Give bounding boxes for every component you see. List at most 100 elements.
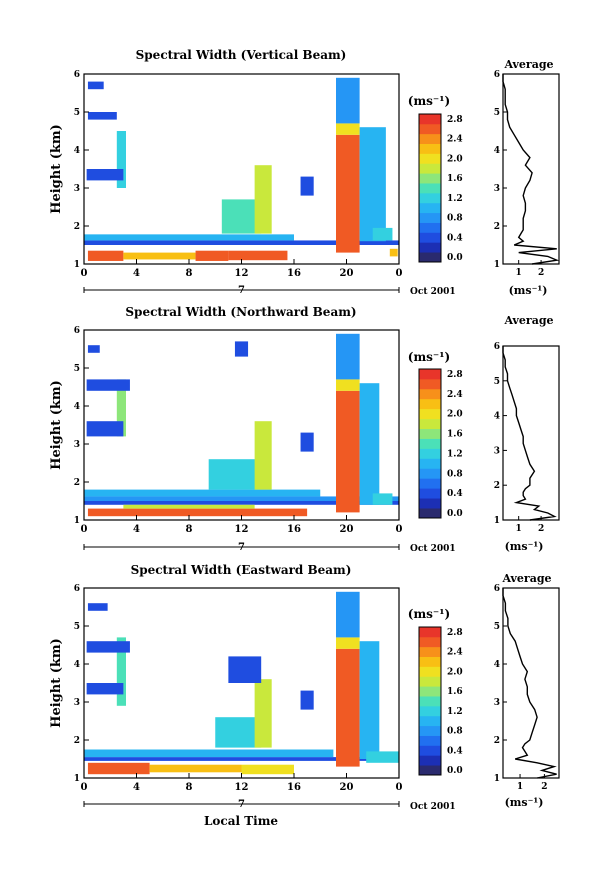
x-tick-label: 4: [133, 524, 140, 535]
heatmap-cell: [86, 379, 130, 391]
colorbar-tick-label: 0.0: [447, 253, 463, 263]
y-tick-label: 2: [74, 478, 80, 488]
heatmap-cell: [234, 341, 249, 357]
heatmap-cell: [228, 656, 262, 683]
colorbar-swatch: [419, 252, 441, 263]
heatmap-cell: [208, 459, 262, 490]
y-tick-label: 3: [74, 184, 80, 194]
heatmap-cell: [359, 641, 380, 759]
colorbar-swatch: [419, 222, 441, 233]
colorbar-swatch: [419, 192, 441, 204]
day-label: 7: [238, 285, 245, 296]
panel-title: Spectral Width (Eastward Beam): [131, 563, 352, 577]
date-label: Oct 2001: [410, 802, 456, 812]
x-axis-label: Local Time: [204, 814, 278, 828]
heatmap-cell: [359, 127, 386, 242]
average-y-tick-label: 4: [494, 146, 500, 156]
colorbar-tick-label: 1.6: [447, 687, 463, 697]
colorbar-swatch: [419, 636, 441, 648]
y-tick-label: 1: [74, 516, 80, 526]
heatmap-cell: [116, 379, 126, 437]
colorbar-frame: [418, 113, 442, 263]
colorbar-swatch: [419, 173, 441, 184]
x-tick-label: 0: [396, 524, 403, 535]
panel-northward-beam: Spectral Width (Northward Beam) 0 4 8 12 16 2…: [49, 305, 560, 554]
x-tick-label: 8: [186, 782, 193, 793]
y-axis-label: Height (km): [49, 124, 64, 214]
x-tick-label: 4: [133, 268, 140, 279]
colorbar-tick-label: 0.8: [447, 469, 463, 479]
colorbar-units-label: (ms⁻¹): [408, 607, 450, 621]
heatmap-cell: [336, 648, 360, 767]
panel-vertical-beam: Spectral Width (Vertical Beam) 0 4 8 12 16 20…: [49, 48, 560, 297]
heatmap-cell: [87, 81, 104, 90]
y-tick-label: 6: [74, 326, 80, 336]
average-y-tick-label: 5: [494, 622, 500, 632]
colorbar-swatch: [419, 438, 441, 449]
heatmap-cell: [372, 493, 393, 505]
average-profile-panel: 1 2 1 2 3 4 5 6: [494, 584, 560, 792]
colorbar-swatch: [419, 388, 441, 400]
colorbar-swatch: [419, 232, 441, 243]
average-x-tick-label: 2: [538, 268, 544, 278]
colorbar-tick-label: 2.8: [447, 370, 463, 380]
y-tick-label: 6: [74, 584, 80, 594]
colorbar-swatch: [419, 114, 441, 125]
colorbar-tick-label: 2.8: [447, 115, 463, 125]
heatmap-cell: [84, 501, 399, 505]
average-y-tick-label: 1: [494, 774, 500, 784]
colorbar-swatch: [419, 498, 441, 509]
x-tick-label: 20: [340, 782, 354, 793]
average-profile-line: [502, 346, 557, 521]
average-title: Average: [503, 58, 553, 71]
average-profile-line: [502, 74, 560, 265]
heatmap-cell: [336, 591, 360, 638]
colorbar-tick-label: 1.2: [447, 449, 463, 459]
x-tick-label: 0: [81, 524, 88, 535]
colorbar-frame: [418, 368, 442, 519]
colorbar-swatch: [419, 242, 441, 253]
panel-title: Spectral Width (Vertical Beam): [136, 48, 347, 62]
colorbar-swatch: [419, 202, 441, 214]
colorbar-swatch: [419, 715, 441, 727]
heatmap-cell: [366, 751, 399, 763]
heatmap-cell: [336, 637, 360, 649]
heatmap-cell: [372, 227, 393, 241]
date-label: Oct 2001: [410, 287, 456, 297]
heatmap-area: [84, 77, 399, 261]
colorbar-tick-label: 0.4: [447, 746, 463, 756]
heatmap-cell: [228, 250, 288, 261]
heatmap-cell: [336, 379, 360, 391]
x-tick-label: 8: [186, 524, 193, 535]
x-tick-label: 12: [235, 268, 249, 279]
average-profile-panel: 1 2 1 2 3 4 5 6: [494, 342, 560, 534]
average-profile-panel: 1 2 1 2 3 4 5 6: [494, 70, 560, 278]
colorbar-tick-label: 2.4: [447, 390, 463, 400]
day-label: 7: [238, 799, 245, 810]
y-tick-label: 4: [74, 402, 80, 412]
average-x-tick-label: 2: [541, 782, 547, 792]
colorbar-swatch: [419, 627, 441, 638]
colorbar-tick-label: 2.0: [447, 154, 463, 164]
average-y-tick-label: 4: [494, 660, 500, 670]
heatmap-cell: [254, 679, 272, 748]
colorbar-swatch: [419, 705, 441, 717]
heatmap-cell: [336, 77, 360, 124]
colorbar-swatch: [419, 408, 441, 420]
heatmap-cell: [215, 717, 262, 748]
x-tick-label: 12: [235, 524, 249, 535]
heatmap-cell: [116, 637, 126, 706]
colorbar-swatch: [419, 133, 441, 144]
heatmap-cell: [149, 764, 242, 773]
heatmap-cell: [86, 641, 130, 653]
colorbar-swatch: [419, 755, 441, 766]
heatmap-cell: [87, 603, 108, 611]
heatmap-cell: [254, 421, 272, 490]
average-title: Average: [501, 572, 551, 585]
colorbar-swatch: [419, 735, 441, 746]
heatmap-area: [84, 333, 399, 517]
colorbar-tick-label: 0.0: [447, 766, 463, 776]
